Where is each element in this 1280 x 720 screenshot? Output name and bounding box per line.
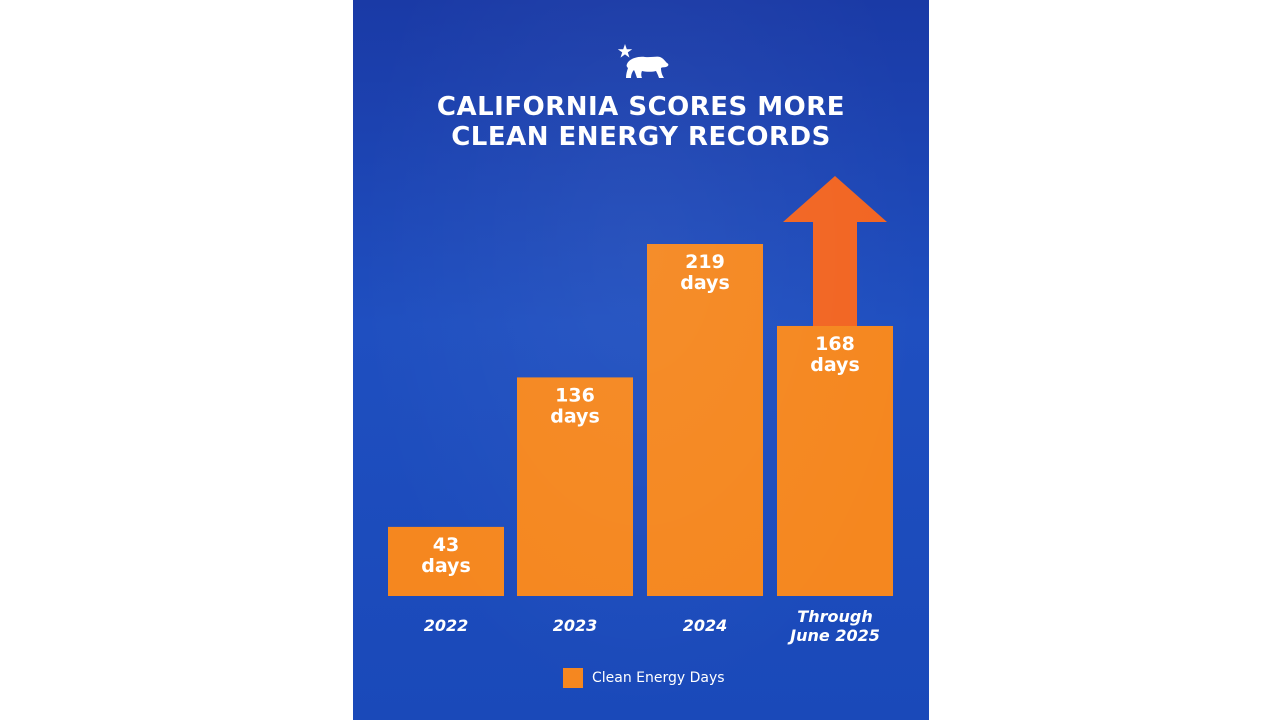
california-bear-star-icon	[617, 44, 669, 78]
legend-label: Clean Energy Days	[592, 670, 725, 686]
growth-arrow-icon	[783, 176, 887, 328]
legend-swatch	[563, 668, 583, 688]
bar-data-label-2-0: 219	[685, 251, 725, 273]
x-tick-label-3-0: Through	[797, 607, 872, 626]
bar-data-label-1-1: days	[550, 405, 600, 427]
bar-data-label-3-1: days	[810, 354, 860, 376]
bar-3	[777, 325, 893, 596]
bar-1	[517, 377, 633, 596]
bar-chart: 43days2022136days2023219days2024168daysT…	[388, 176, 893, 645]
bar-2	[647, 244, 763, 596]
chart-title-line-1: CALIFORNIA SCORES MORE	[436, 92, 846, 122]
bar-data-label-0-1: days	[421, 555, 471, 577]
infographic-panel: CALIFORNIA SCORES MORE CLEAN ENERGY RECO…	[353, 0, 929, 720]
bar-0	[388, 526, 504, 596]
x-tick-label-1-0: 2023	[553, 616, 598, 635]
chart-legend: Clean Energy Days	[563, 667, 725, 689]
x-tick-label-2-0: 2024	[683, 616, 728, 635]
chart-title-line-2: CLEAN ENERGY RECORDS	[451, 122, 831, 152]
bar-data-label-0-0: 43	[433, 534, 459, 556]
x-tick-label-0-0: 2022	[424, 616, 469, 635]
x-tick-label-3-1: June 2025	[787, 626, 880, 645]
bar-data-label-1-0: 136	[555, 384, 595, 406]
bar-data-label-3-0: 168	[815, 333, 855, 355]
bar-data-label-2-1: days	[680, 272, 730, 294]
